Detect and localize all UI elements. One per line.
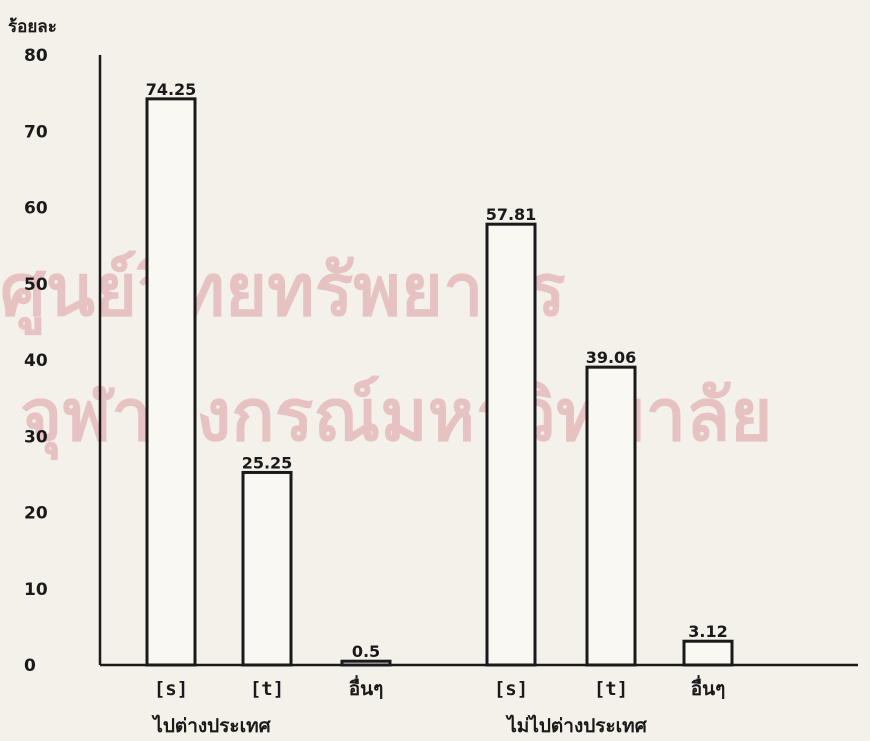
y-tick-label: 20 bbox=[24, 504, 48, 524]
y-tick-label: 30 bbox=[24, 427, 48, 447]
y-ticks: 0 10 20 30 40 50 60 70 80 bbox=[24, 46, 48, 676]
bar-value-label: 39.06 bbox=[586, 348, 637, 367]
bar-value-label: 57.81 bbox=[486, 205, 537, 224]
y-axis-label: ร้อยละ bbox=[8, 17, 57, 37]
category-label: [s] bbox=[154, 678, 188, 700]
group-label: ไปต่างประเทศ bbox=[151, 714, 271, 737]
bar-value-label: 0.5 bbox=[352, 642, 380, 661]
bar bbox=[145, 97, 197, 667]
y-tick-label: 60 bbox=[24, 199, 48, 219]
category-label: อื่นๆ bbox=[349, 675, 384, 700]
category-label: [t] bbox=[594, 678, 628, 700]
y-tick-label: 70 bbox=[24, 122, 48, 142]
y-tick-label: 40 bbox=[24, 351, 48, 371]
category-label: อื่นๆ bbox=[691, 675, 726, 700]
bar-value-label: 74.25 bbox=[146, 80, 197, 99]
bar bbox=[682, 639, 734, 667]
y-tick-label: 80 bbox=[24, 46, 48, 66]
group-labels: ไปต่างประเทศ ไม่ไปต่างประเทศ bbox=[151, 714, 647, 737]
watermark-line-2: จุฬาลงกรณ์มหาวิทยาลัย bbox=[20, 373, 772, 461]
bars: 74.25 25.25 0.5 57.81 39.06 3.12 bbox=[145, 80, 734, 667]
bar-value-label: 3.12 bbox=[688, 622, 727, 641]
group-label: ไม่ไปต่างประเทศ bbox=[505, 714, 647, 737]
y-tick-label: 50 bbox=[24, 275, 48, 295]
y-tick-label: 10 bbox=[24, 580, 48, 600]
bar bbox=[485, 222, 537, 667]
category-label: [s] bbox=[494, 678, 528, 700]
watermark-line-1: ศูนย์วิทยทรัพยากร bbox=[0, 248, 566, 336]
bar-value-label: 25.25 bbox=[242, 453, 293, 472]
bar bbox=[340, 659, 392, 667]
watermark: ศูนย์วิทยทรัพยากร จุฬาลงกรณ์มหาวิทยาลัย bbox=[0, 248, 772, 461]
y-tick-label: 0 bbox=[24, 656, 36, 676]
category-labels: [s] [t] อื่นๆ [s] [t] อื่นๆ bbox=[154, 675, 725, 700]
category-label: [t] bbox=[250, 678, 284, 700]
bar bbox=[585, 365, 637, 667]
bar bbox=[241, 470, 293, 667]
